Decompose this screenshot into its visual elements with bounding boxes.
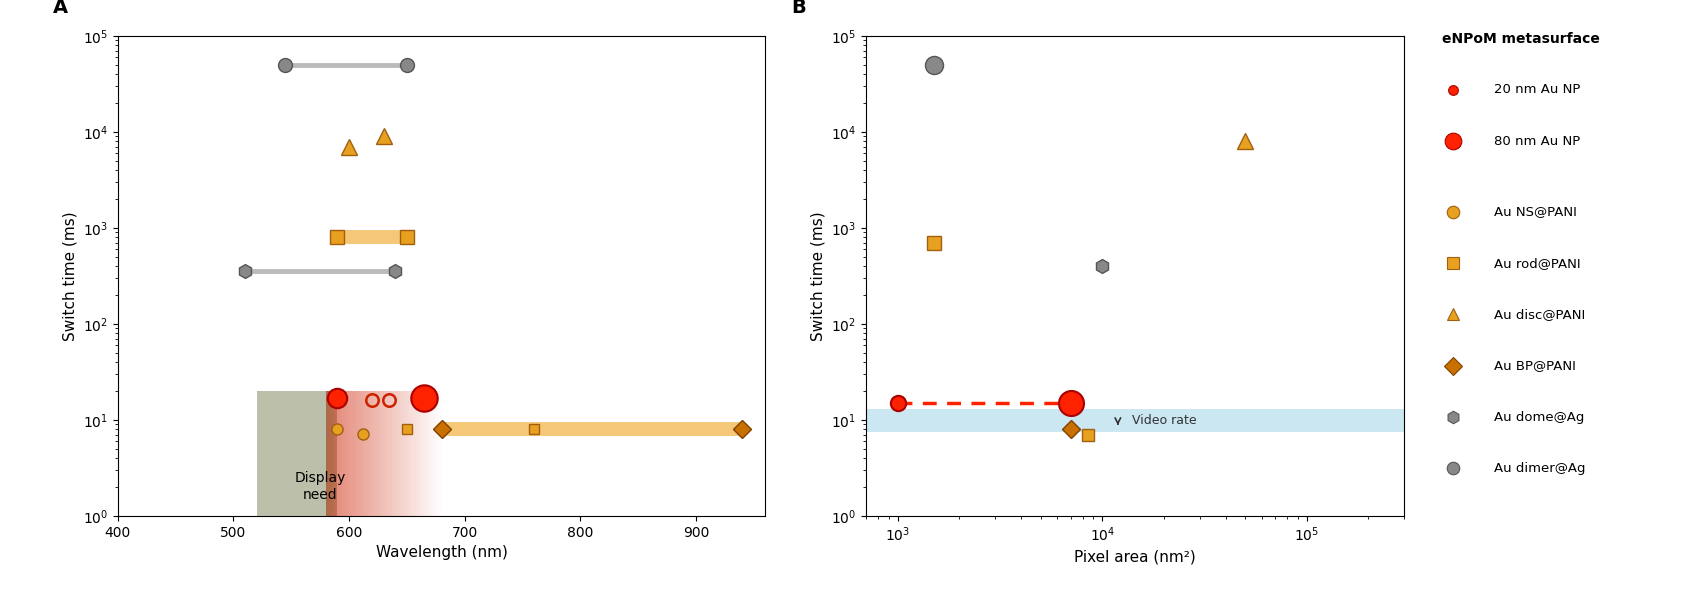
Bar xyxy=(363,391,365,516)
Text: Au disc@PANI: Au disc@PANI xyxy=(1494,308,1586,321)
Bar xyxy=(389,391,390,516)
Bar xyxy=(395,391,397,516)
Bar xyxy=(372,391,375,516)
Bar xyxy=(424,391,426,516)
X-axis label: Wavelength (nm): Wavelength (nm) xyxy=(375,545,508,560)
Text: Au NS@PANI: Au NS@PANI xyxy=(1494,205,1578,218)
Bar xyxy=(383,391,385,516)
Bar xyxy=(420,391,424,516)
Text: B: B xyxy=(791,0,806,17)
Bar xyxy=(348,391,352,516)
Bar xyxy=(335,391,338,516)
Bar xyxy=(866,409,1404,432)
Bar xyxy=(346,391,348,516)
Bar xyxy=(365,391,367,516)
Bar xyxy=(407,391,409,516)
Bar xyxy=(360,391,363,516)
Bar xyxy=(402,391,405,516)
Bar xyxy=(328,391,330,516)
Text: Video rate: Video rate xyxy=(1132,413,1198,427)
Bar xyxy=(367,391,370,516)
Bar xyxy=(333,391,335,516)
Bar xyxy=(256,391,338,516)
Bar xyxy=(437,391,439,516)
Bar xyxy=(357,391,358,516)
Bar xyxy=(353,391,357,516)
Bar xyxy=(338,391,340,516)
Text: Au dome@Ag: Au dome@Ag xyxy=(1494,410,1584,424)
Bar xyxy=(431,391,432,516)
Bar xyxy=(341,391,345,516)
Bar xyxy=(426,391,427,516)
Bar xyxy=(352,391,353,516)
Bar xyxy=(427,391,431,516)
Bar xyxy=(394,391,395,516)
Bar xyxy=(378,391,382,516)
Y-axis label: Switch time (ms): Switch time (ms) xyxy=(811,211,826,341)
Text: Au BP@PANI: Au BP@PANI xyxy=(1494,359,1576,372)
Text: Au rod@PANI: Au rod@PANI xyxy=(1494,257,1581,269)
Bar xyxy=(345,391,346,516)
Text: Au dimer@Ag: Au dimer@Ag xyxy=(1494,462,1586,475)
Text: eNPoM metasurface: eNPoM metasurface xyxy=(1441,32,1600,46)
Y-axis label: Switch time (ms): Switch time (ms) xyxy=(62,211,77,341)
Bar xyxy=(405,391,407,516)
Bar xyxy=(358,391,360,516)
Bar xyxy=(382,391,383,516)
Bar xyxy=(390,391,394,516)
Bar xyxy=(377,391,378,516)
Bar xyxy=(330,391,333,516)
Bar xyxy=(375,391,377,516)
Bar xyxy=(397,391,400,516)
Bar xyxy=(432,391,434,516)
Bar xyxy=(414,391,415,516)
X-axis label: Pixel area (nm²): Pixel area (nm²) xyxy=(1075,550,1196,565)
Bar xyxy=(400,391,402,516)
Bar xyxy=(340,391,341,516)
Bar xyxy=(409,391,412,516)
Bar xyxy=(419,391,420,516)
Bar xyxy=(370,391,372,516)
Bar xyxy=(439,391,441,516)
Text: Display
need: Display need xyxy=(294,470,346,502)
Bar xyxy=(326,391,328,516)
Bar xyxy=(415,391,419,516)
Text: 80 nm Au NP: 80 nm Au NP xyxy=(1494,134,1581,148)
Text: 20 nm Au NP: 20 nm Au NP xyxy=(1494,83,1581,96)
Bar xyxy=(434,391,437,516)
Text: A: A xyxy=(54,0,67,17)
Bar xyxy=(385,391,389,516)
Bar xyxy=(412,391,414,516)
